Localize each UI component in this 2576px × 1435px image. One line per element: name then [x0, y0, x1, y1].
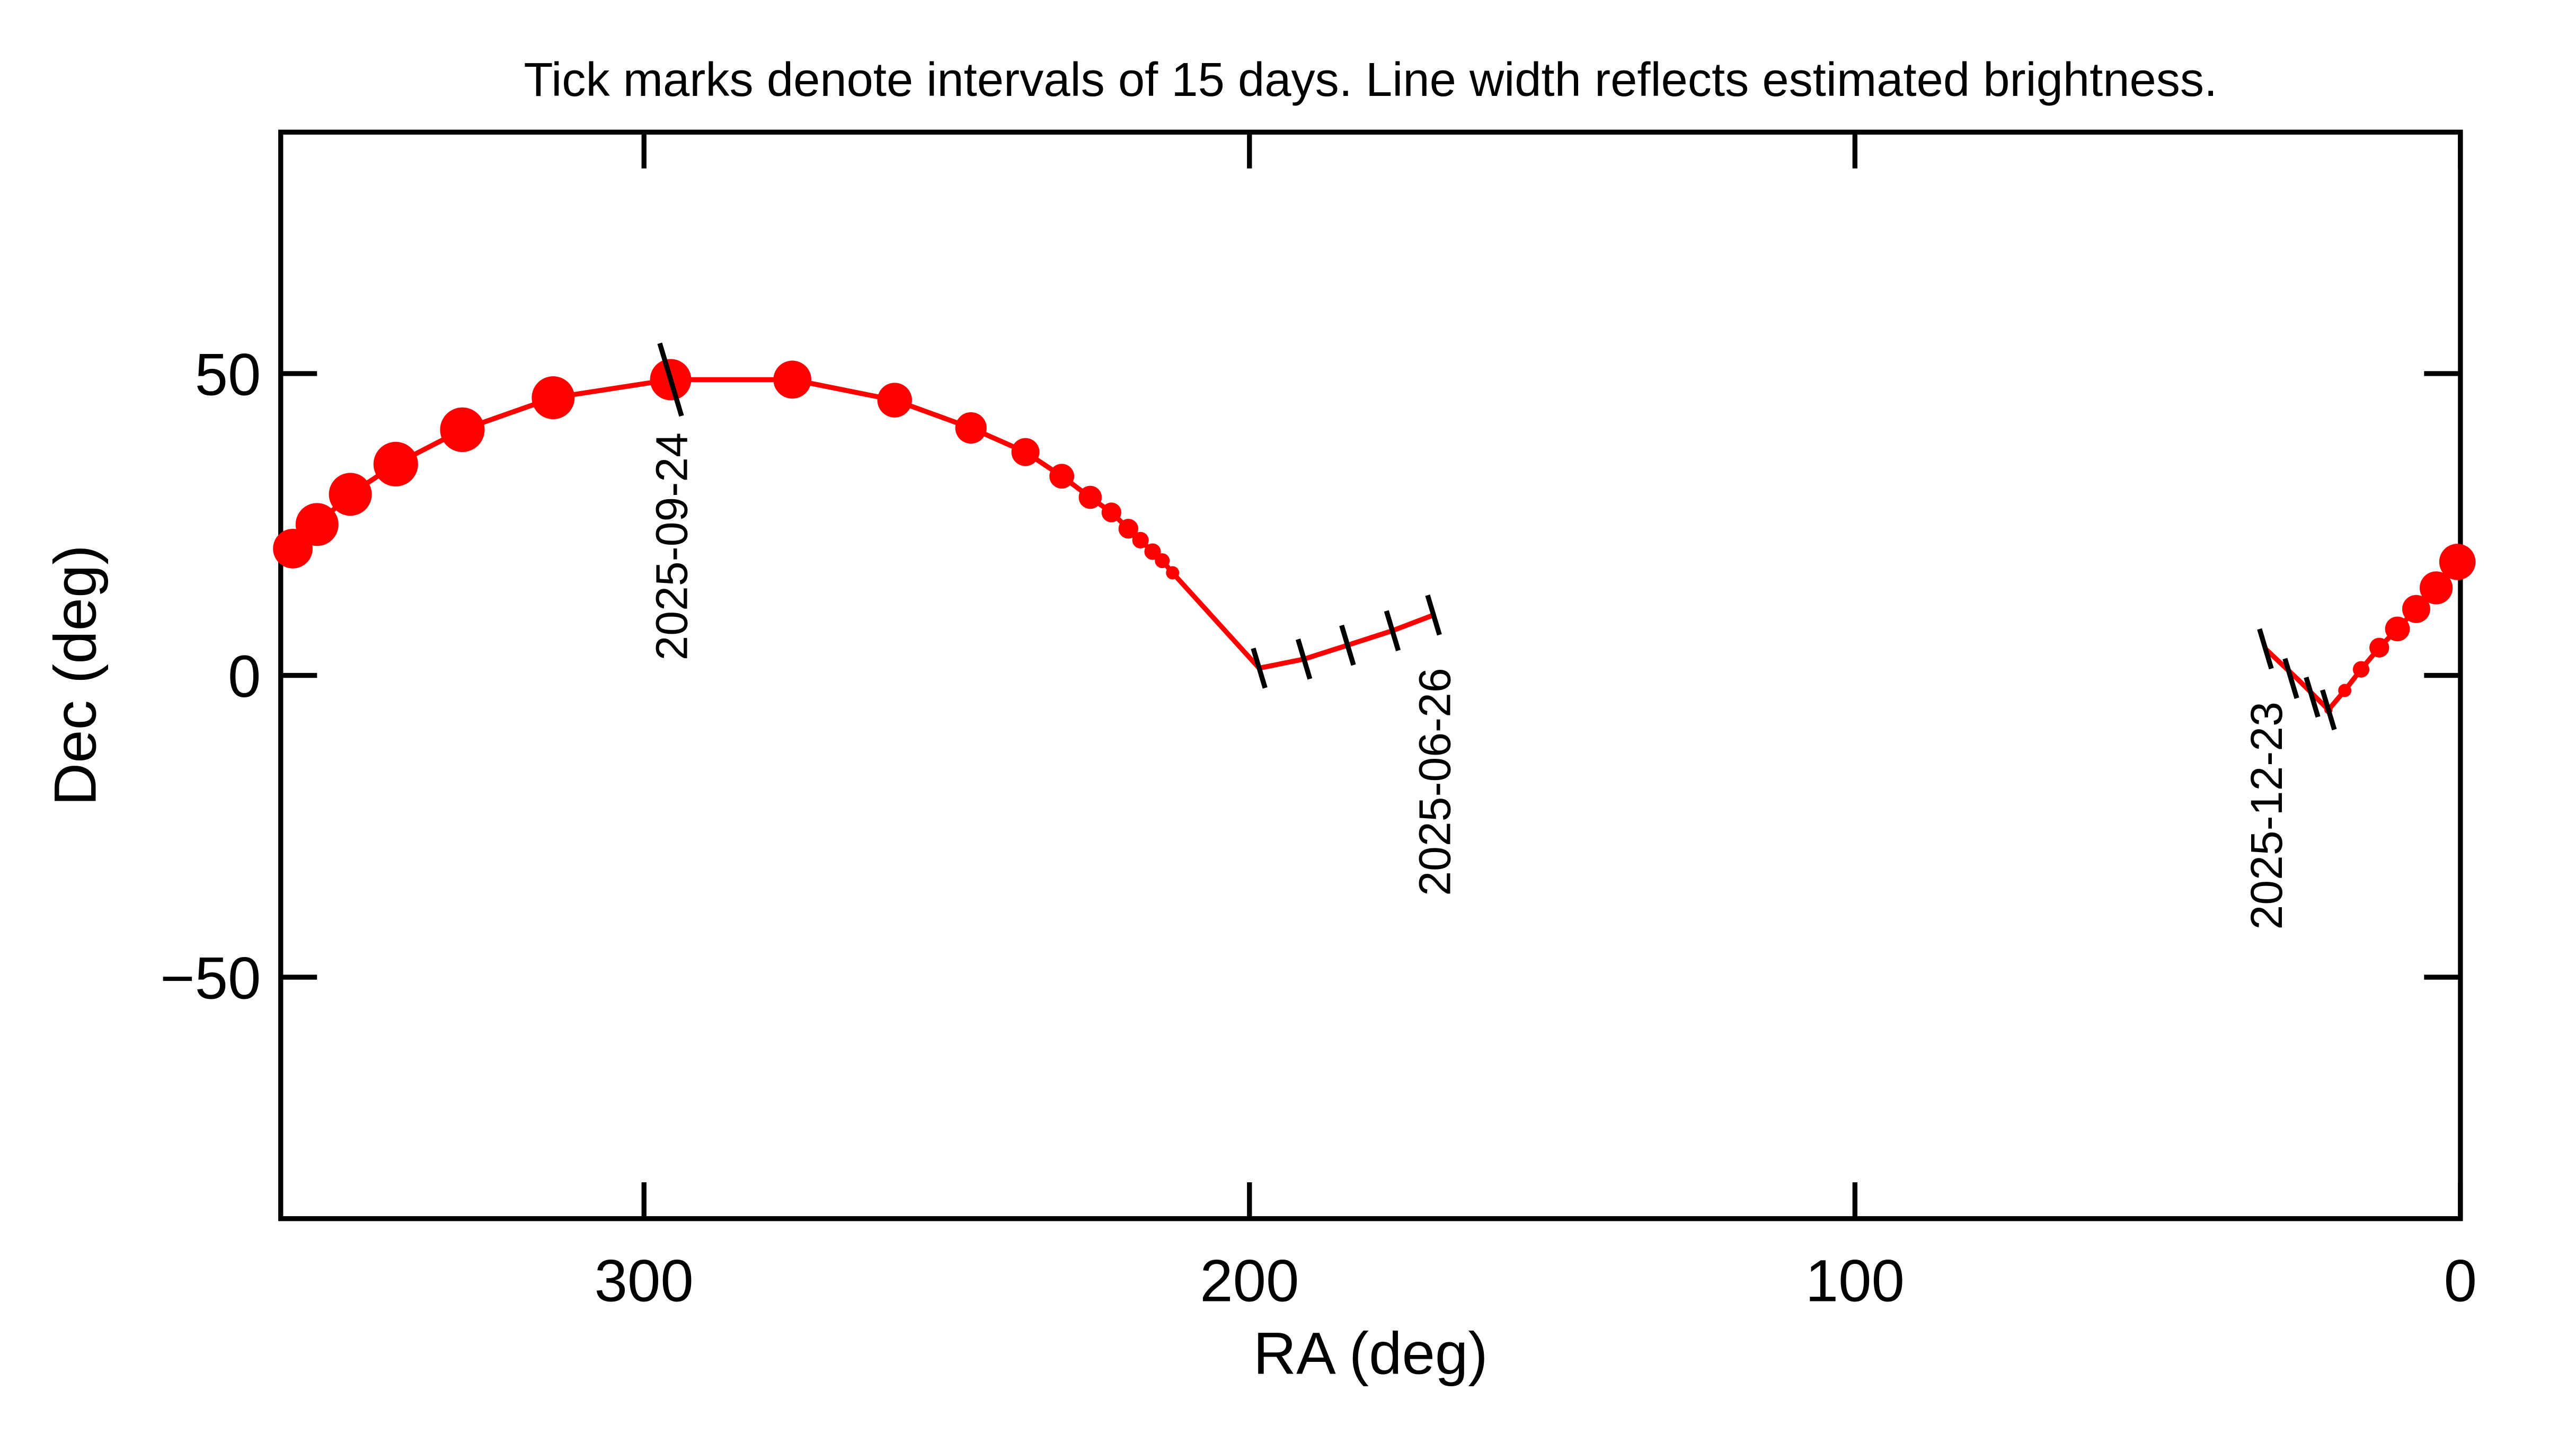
date-mark — [1339, 624, 1356, 666]
trajectory — [291, 377, 2459, 713]
plot-frame — [278, 129, 2463, 1221]
brightness-dot — [2420, 571, 2453, 605]
date-label: 2025-06-26 — [1410, 668, 1459, 896]
date-label: 2025-09-24 — [647, 432, 697, 660]
x-tick-label: 100 — [1805, 1247, 1905, 1314]
brightness-dot — [2296, 677, 2301, 683]
x-tick-label: 200 — [1200, 1247, 1299, 1314]
y-tick-label: −50 — [160, 945, 261, 1012]
date-mark — [1384, 610, 1401, 651]
chart-title: Tick marks denote intervals of 15 days. … — [524, 53, 2217, 107]
date-mark — [1251, 648, 1268, 689]
brightness-dot — [1078, 485, 1102, 509]
brightness-dot — [1101, 502, 1121, 522]
date-mark — [1295, 639, 1313, 680]
brightness-dot — [1049, 464, 1074, 489]
brightness-dot — [2402, 595, 2430, 623]
brightness-dot — [373, 441, 418, 486]
date-mark — [1425, 594, 1442, 636]
brightness-dot — [877, 383, 912, 418]
brightness-dot — [1118, 519, 1138, 539]
y-axis-label: Dec (deg) — [42, 545, 109, 805]
brightness-dot — [273, 528, 313, 569]
brightness-dot — [2369, 637, 2389, 658]
x-tick-label: 300 — [595, 1247, 694, 1314]
y-tick-label: 50 — [195, 341, 261, 408]
date-mark — [2320, 689, 2337, 731]
brightness-dot — [1132, 532, 1149, 548]
brightness-dot — [329, 473, 372, 516]
y-tick-label: 0 — [228, 643, 261, 710]
date-label: 2025-12-23 — [2242, 702, 2291, 929]
brightness-dot — [1166, 566, 1180, 580]
date-mark — [657, 342, 684, 417]
brightness-dot — [2352, 661, 2370, 678]
brightness-dot — [440, 407, 485, 453]
brightness-dot — [2439, 544, 2476, 580]
brightness-dot — [1144, 543, 1161, 560]
brightness-dot — [2338, 684, 2352, 697]
brightness-dot — [2385, 616, 2410, 642]
brightness-dot — [955, 412, 987, 444]
brightness-dot — [773, 360, 812, 399]
date-mark — [2304, 676, 2321, 718]
x-tick-label: 0 — [2444, 1247, 2477, 1314]
brightness-dot — [532, 376, 575, 420]
brightness-dot — [1011, 438, 1040, 466]
x-axis-label: RA (deg) — [1253, 1320, 1488, 1387]
date-mark — [2257, 628, 2274, 670]
date-mark — [2282, 658, 2299, 699]
